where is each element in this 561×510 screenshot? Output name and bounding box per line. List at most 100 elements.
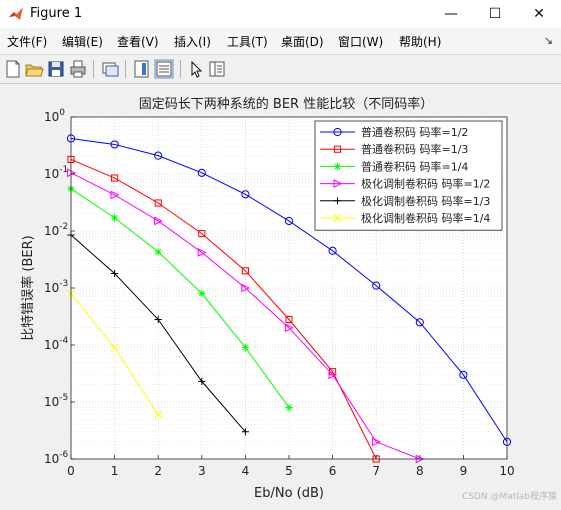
menu-desktop[interactable]: 桌面(D) [281,35,324,49]
data-point [154,410,163,419]
y-tick-exponent: -5 [59,393,68,403]
menu-tools[interactable]: 工具(T) [227,35,268,49]
data-point [241,428,249,436]
x-tick-label: 5 [285,464,293,478]
save-icon[interactable] [46,59,66,79]
ber-chart: 固定码长下两种系统的 BER 性能比较（不同码率） 0 1 2 3 4 5 6 7 8 9 10 1… [20,96,557,502]
legend-marker [333,145,342,153]
legend-entry: 极化调制卷积码 码率=1/3 [320,194,490,208]
close-button[interactable]: ✕ [533,6,545,22]
legend-label: 极化调制卷积码 码率=1/3 [361,194,490,208]
legend-marker [333,197,342,205]
series-line [70,172,420,460]
matlab-icon [9,7,23,20]
open-file-icon[interactable] [24,59,44,79]
link-plot-icon[interactable] [100,59,120,79]
menu-bar: 文件(F) 编辑(E) 查看(V) 插入(I) 工具(T) 桌面(D) 窗口(W… [0,28,561,55]
watermark: CSDN @Matlab程序猿 [462,490,557,502]
data-point [110,190,120,200]
data-point [328,370,338,380]
pointer-icon[interactable] [186,59,206,79]
legend[interactable]: 普通卷积码 码率=1/2 普通卷积码 码率=1/3 普通卷积码 码率=1/4 极化调制… [314,120,503,231]
x-tick-label: 3 [198,464,206,478]
data-point [241,283,251,293]
series-line [70,188,290,408]
data-point [198,377,206,385]
data-point [154,216,163,226]
legend-box [314,120,503,231]
x-tick-label: 10 [499,464,514,478]
data-point [198,230,206,238]
y-axis-ticks: 100 10-1 10-2 10-3 10-4 10-5 10-6 [44,108,75,466]
maximize-button[interactable]: ☐ [488,6,502,22]
y-tick-label: 10-2 [44,222,68,238]
x-tick-label: 4 [242,464,250,478]
series-3 [67,185,293,412]
y-tick-exponent: -6 [59,450,68,460]
legend-marker [333,214,342,222]
menu-help[interactable]: 帮助(H) [399,35,442,49]
legend-icon[interactable] [154,59,174,79]
y-tick-exponent: -3 [59,279,68,289]
window-title: Figure 1 [30,6,83,21]
print-icon[interactable] [68,59,88,79]
data-point [241,190,250,199]
x-tick-label: 7 [372,464,380,478]
legend-marker [333,127,342,137]
data-point [284,216,294,226]
data-point [328,246,337,255]
menu-view[interactable]: 查看(V) [117,35,159,49]
y-tick-label: 10-3 [44,279,68,295]
menu-window[interactable]: 窗口(W) [338,35,384,49]
series-line [70,158,377,460]
data-point [285,315,293,324]
y-tick-label: 10-4 [44,336,69,352]
y-tick-label: 10-1 [44,165,68,181]
data-point [284,323,294,333]
legend-entry: 普通卷积码 码率=1/2 [320,125,468,139]
data-point [372,281,381,290]
legend-entry: 普通卷积码 码率=1/3 [320,142,468,156]
data-point [197,168,206,177]
y-axis-label: 比特错误率 (BER) [20,235,36,340]
menu-file[interactable]: 文件(F) [7,35,48,49]
y-tick-exponent: -1 [59,165,68,175]
x-axis-ticks: 0 1 2 3 4 5 6 7 8 9 10 [67,455,515,478]
legend-label: 普通卷积码 码率=1/4 [361,159,468,173]
legend-marker [333,179,343,189]
data-point [111,174,119,182]
menu-overflow-icon[interactable]: ↘ [543,34,553,47]
y-tick-label: 100 [44,108,65,124]
toolbar-separator [180,60,181,78]
minimize-button[interactable]: — [444,6,458,22]
x-tick-label: 9 [460,464,468,478]
data-point [111,269,119,278]
legend-entry: 极化调制卷积码 码率=1/4 [320,211,490,225]
data-point [154,199,162,207]
data-point [111,214,119,222]
x-tick-label: 6 [329,464,337,478]
menu-insert[interactable]: 插入(I) [174,35,211,49]
data-point [154,315,162,324]
data-point [110,140,119,149]
y-tick-label: 10-6 [44,450,69,466]
x-axis-label: Eb/No (dB) [254,486,324,501]
data-point [285,403,293,412]
legend-label: 极化调制卷积码 码率=1/2 [361,177,490,191]
legend-label: 普通卷积码 码率=1/3 [361,142,468,156]
colorbar-icon[interactable] [132,59,152,79]
series-6 [67,289,163,419]
window-titlebar: Figure 1 — ☐ ✕ [0,0,561,29]
data-point [372,437,381,447]
toolbar-separator [93,60,94,78]
new-figure-icon[interactable] [3,59,23,79]
data-point [459,370,468,379]
toolbar-separator [125,60,126,78]
data-point [154,151,163,160]
property-editor-icon[interactable] [207,59,227,79]
series-layer [66,134,512,464]
data-point [198,289,206,298]
menu-edit[interactable]: 编辑(E) [62,35,103,49]
legend-entry: 极化调制卷积码 码率=1/2 [320,177,490,191]
x-tick-label: 0 [67,464,75,478]
